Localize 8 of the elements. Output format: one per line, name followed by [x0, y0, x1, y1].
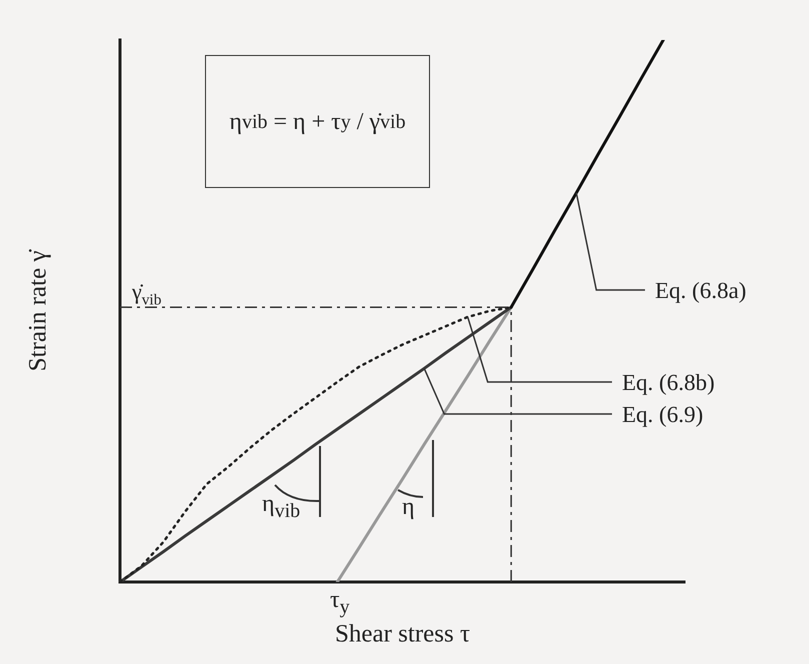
text: Eq. (6.8b) [622, 370, 715, 395]
text: Eq. (6.9) [622, 402, 704, 427]
x-axis-title: Shear stress τ [334, 620, 470, 648]
text: τ$_{y}$ [330, 587, 350, 618]
text: Eq. (6.8a) [655, 278, 746, 303]
annotation: η$_{vib}$ [262, 491, 300, 522]
annotation: η [402, 494, 415, 520]
y-axis-title: Strain rate γ̇ [24, 248, 52, 372]
